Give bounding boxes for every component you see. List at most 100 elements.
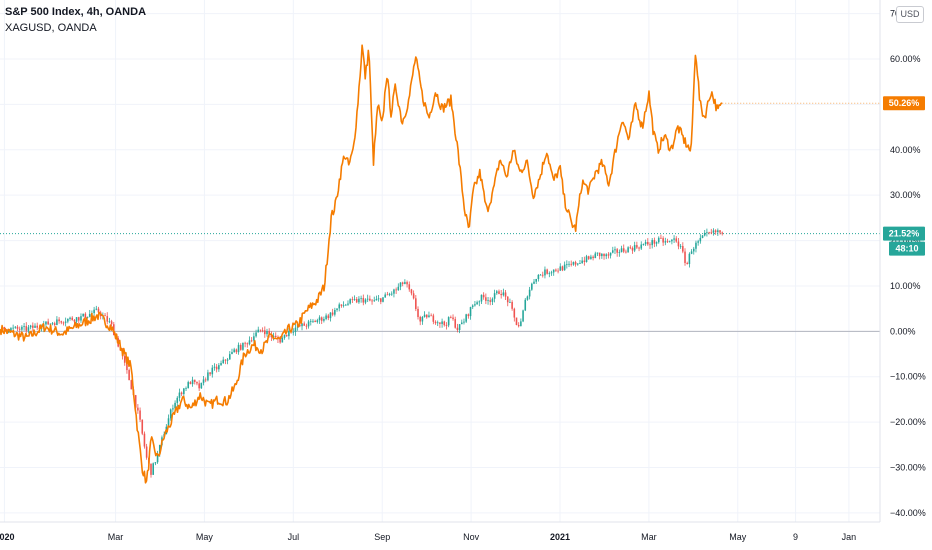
sp500-candle-body — [253, 336, 255, 341]
sp500-candle-body — [430, 315, 432, 317]
sp500-candle-body — [325, 315, 327, 320]
sp500-candle-body — [312, 320, 314, 322]
sp500-candle-body — [183, 388, 185, 395]
sp500-candle-body — [209, 372, 211, 375]
sp500-candle-body — [264, 330, 266, 335]
sp500-candle-body — [56, 319, 58, 326]
sp500-candle-body — [174, 402, 176, 409]
x-tick-label: Jan — [842, 532, 857, 542]
sp500-candle-body — [388, 293, 391, 295]
sp500-candle-body — [283, 334, 286, 338]
sp500-candle-body — [334, 309, 336, 315]
sp500-candle-body — [557, 270, 559, 272]
compare-series-legend[interactable]: XAGUSD, OANDA — [5, 22, 97, 34]
sp500-candle-body — [401, 282, 404, 284]
sp500-candle-body — [603, 253, 605, 257]
sp500-candle-body — [12, 327, 14, 329]
sp500-candle-body — [141, 419, 144, 434]
sp500-candle-body — [432, 315, 435, 322]
sp500-candle-body — [463, 321, 465, 323]
time-axis[interactable] — [0, 521, 932, 550]
sp500-candle-body — [590, 256, 592, 259]
bar-countdown-badge — [889, 241, 925, 256]
sp500-candle-body — [647, 242, 649, 245]
sp500-candle-body — [88, 313, 91, 317]
currency-button[interactable]: USD — [896, 6, 924, 23]
sp500-candle-body — [649, 244, 651, 246]
sp500-candle-body — [167, 418, 170, 427]
x-tick-label: 2021 — [550, 532, 570, 542]
sp500-candle-body — [445, 325, 448, 326]
sp500-candle-body — [450, 317, 452, 318]
sp500-candle-body — [32, 325, 34, 328]
sp500-candle-body — [69, 317, 71, 319]
sp500-candle-body — [23, 326, 25, 327]
sp500-candle-body — [64, 321, 67, 323]
sp500-candle-body — [708, 232, 710, 234]
sp500-candle-body — [622, 248, 625, 252]
sp500-candle-body — [570, 263, 573, 265]
sp500-candle-body — [399, 282, 402, 287]
sp500-candle-body — [546, 269, 548, 274]
sp500-candle-body — [541, 274, 544, 276]
sp500-candle-body — [458, 324, 461, 331]
sp500-candle-body — [587, 256, 590, 259]
sp500-candle-body — [246, 343, 249, 345]
sp500-candle-body — [671, 239, 673, 242]
sp500-candle-body — [187, 382, 190, 389]
sp500-candle-body — [653, 240, 656, 244]
sp500-candle-body — [563, 264, 566, 271]
y-tick-label: −40.00% — [890, 508, 926, 518]
sp500-candle-body — [84, 313, 87, 318]
sp500-candle-body — [496, 291, 498, 294]
x-tick-label: May — [729, 532, 747, 542]
sp500-candle-body — [428, 315, 430, 318]
sp500-candle-body — [592, 256, 594, 259]
sp500-candle-body — [224, 359, 227, 361]
sp500-candle-body — [353, 299, 356, 300]
sp500-candle-body — [29, 325, 32, 328]
sp500-candle-body — [344, 304, 347, 306]
sp500-candle-body — [524, 299, 527, 311]
sp500-candle-body — [336, 308, 338, 310]
main-series-legend[interactable]: S&P 500 Index, 4h, OANDA — [5, 6, 147, 18]
sp500-candle-body — [244, 342, 246, 344]
sp500-candle-body — [677, 241, 680, 247]
sp500-candle-body — [281, 337, 284, 343]
sp500-candle-body — [620, 248, 623, 253]
sp500-candle-body — [611, 250, 614, 253]
sp500-candle-body — [638, 247, 640, 249]
sp500-candle-body — [660, 237, 662, 239]
sp500-candle-body — [452, 317, 454, 320]
sp500-candle-body — [60, 321, 63, 323]
sp500-candle-body — [329, 312, 332, 319]
sp500-candle-body — [434, 321, 437, 324]
sp500-candle-body — [583, 260, 586, 262]
sp500-candle-body — [279, 339, 281, 343]
sp500-candle-body — [323, 319, 325, 321]
sp500-candle-body — [686, 262, 689, 264]
sp500-candle-body — [34, 325, 36, 328]
sp500-candle-body — [655, 242, 658, 244]
price-axis[interactable] — [879, 0, 932, 522]
sp500-candle-body — [498, 291, 500, 294]
sp500-candle-body — [447, 317, 450, 326]
sp500-candle-body — [675, 238, 678, 242]
sp500-candle-body — [95, 308, 98, 310]
sp500-candle-body — [504, 292, 507, 297]
sp500-candle-body — [375, 298, 378, 301]
sp500-candle-body — [581, 260, 583, 264]
sp500-candle-body — [211, 367, 214, 375]
sp500-candle-body — [695, 242, 697, 249]
y-tick-label: 60.00% — [890, 54, 921, 64]
silver-last-value-label: 50.26% — [889, 98, 920, 108]
sp500-candle-body — [49, 323, 52, 325]
sp500-candle-body — [460, 322, 463, 325]
sp500-candle-body — [301, 323, 303, 327]
sp500-candle-body — [467, 314, 470, 317]
sp500-candle-body — [502, 292, 505, 296]
sp500-candle-body — [616, 249, 618, 253]
x-tick-label: Sep — [374, 532, 390, 542]
sp500-candle-body — [53, 323, 56, 326]
